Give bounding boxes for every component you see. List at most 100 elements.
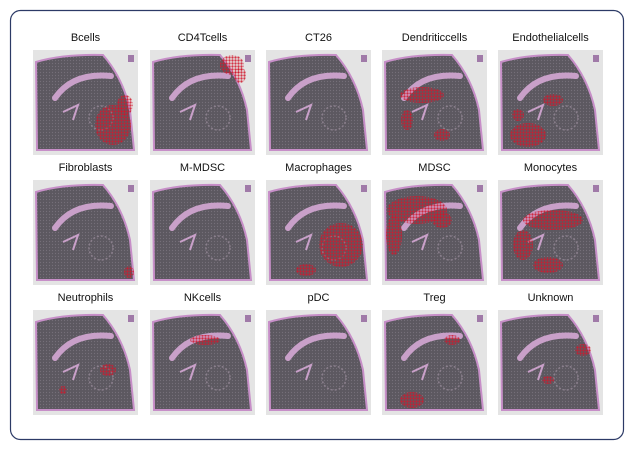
tissue-image — [266, 180, 371, 285]
ventricle — [295, 363, 313, 381]
panel-title: NKcells — [184, 292, 222, 304]
hotspot — [234, 67, 246, 83]
tissue-image — [33, 310, 138, 415]
hotspot — [512, 109, 524, 121]
tissue-image — [33, 180, 138, 285]
tissue-image — [382, 180, 487, 285]
panel-title: Macrophages — [285, 162, 352, 174]
hippocampus — [285, 202, 347, 231]
corner-icon — [477, 315, 483, 322]
tissue-image — [498, 180, 603, 285]
panel-title: pDC — [307, 292, 329, 304]
ventricle — [179, 363, 197, 381]
panel-title: Treg — [423, 292, 445, 304]
corner-icon — [361, 315, 367, 322]
ventricle — [527, 363, 545, 381]
hippocampus — [517, 72, 579, 101]
hotspot — [434, 129, 450, 141]
corner-icon — [361, 185, 367, 192]
ventricle — [527, 233, 545, 251]
hotspot — [523, 210, 583, 230]
ventricle — [411, 363, 429, 381]
hotspot — [542, 376, 554, 384]
hippocampus — [285, 72, 347, 101]
structure — [553, 105, 579, 131]
hotspot — [400, 392, 424, 408]
ventricle — [62, 103, 80, 121]
panel-title: MDSC — [418, 162, 450, 174]
ventricle — [295, 103, 313, 121]
tissue-image — [266, 50, 371, 155]
hotspot — [575, 344, 591, 356]
tissue-image — [498, 310, 603, 415]
ventricle — [179, 233, 197, 251]
hotspot — [444, 335, 460, 345]
tissue-image — [150, 310, 255, 415]
hotspot — [533, 257, 563, 273]
corner-icon — [245, 55, 251, 62]
corner-icon — [593, 185, 599, 192]
ventricle — [411, 233, 429, 251]
tissue-image — [382, 50, 487, 155]
ventricle — [411, 103, 429, 121]
corner-icon — [245, 185, 251, 192]
hotspot — [296, 264, 316, 276]
hippocampus — [517, 332, 579, 361]
hotspot — [124, 266, 134, 278]
panel-title: M-MDSC — [180, 162, 225, 174]
panel-title: CD4Tcells — [178, 32, 228, 44]
tissue-image — [150, 180, 255, 285]
hippocampus — [52, 202, 114, 231]
hippocampus — [517, 202, 579, 231]
panel-title: Bcells — [71, 32, 101, 44]
hotspot — [59, 386, 67, 394]
hotspot — [117, 95, 133, 115]
corner-icon — [245, 315, 251, 322]
hippocampus — [52, 72, 114, 101]
ventricle — [527, 103, 545, 121]
corner-icon — [477, 55, 483, 62]
tissue-image — [33, 50, 138, 155]
corner-icon — [128, 185, 134, 192]
structure — [321, 365, 347, 391]
ventricle — [62, 233, 80, 251]
hotspot — [432, 212, 452, 228]
hippocampus — [169, 202, 231, 231]
hotspot — [190, 335, 220, 345]
structure — [205, 105, 231, 131]
tissue-image — [266, 310, 371, 415]
hippocampus — [285, 332, 347, 361]
panel-title: Dendriticcells — [402, 32, 468, 44]
hotspot — [387, 196, 447, 224]
structure — [205, 365, 231, 391]
hippocampus — [169, 72, 231, 101]
corner-icon — [361, 55, 367, 62]
panel-title: Endothelialcells — [512, 32, 589, 44]
hippocampus — [52, 332, 114, 361]
hotspot — [95, 105, 131, 145]
hotspot — [319, 223, 363, 267]
hotspot — [386, 215, 402, 255]
hotspot — [400, 87, 444, 103]
corner-icon — [128, 55, 134, 62]
structure — [437, 235, 463, 261]
structure — [321, 105, 347, 131]
ventricle — [179, 103, 197, 121]
hotspot — [513, 230, 533, 260]
corner-icon — [128, 315, 134, 322]
panel-title: Monocytes — [524, 162, 578, 174]
structure — [553, 235, 579, 261]
panel-title: Neutrophils — [58, 292, 114, 304]
structure — [88, 235, 114, 261]
ventricle — [295, 233, 313, 251]
tissue-image — [382, 310, 487, 415]
ventricle — [62, 363, 80, 381]
corner-icon — [593, 315, 599, 322]
structure — [437, 105, 463, 131]
hotspot — [543, 94, 563, 106]
corner-icon — [593, 55, 599, 62]
structure — [88, 365, 114, 391]
structure — [205, 235, 231, 261]
